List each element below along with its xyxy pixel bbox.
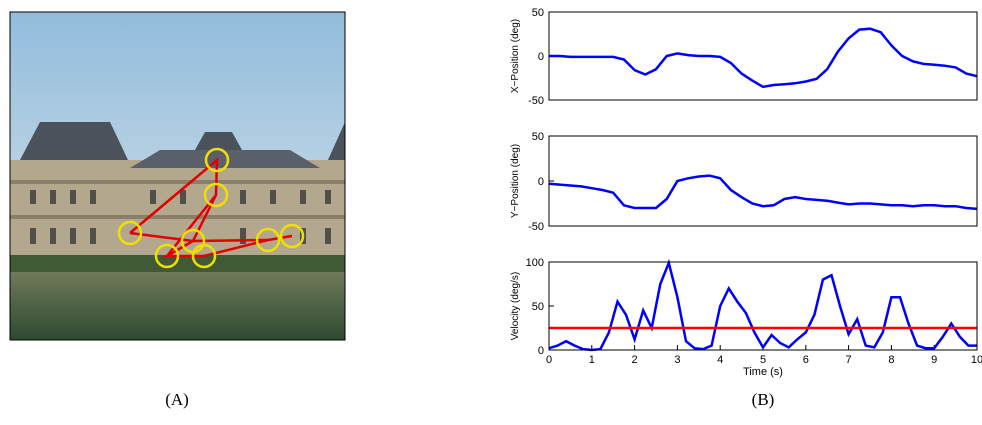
photo <box>10 12 345 340</box>
panel-label: (B) <box>752 390 775 409</box>
y-tick-label: 0 <box>538 176 544 188</box>
x-tick-label: 3 <box>674 354 680 366</box>
y-tick-label: 50 <box>532 131 544 143</box>
line <box>549 263 977 350</box>
figure: (A) (B) -50050X−Position (deg)-50050Y−Po… <box>0 0 982 420</box>
x-tick-label: 10 <box>971 354 982 366</box>
line <box>549 176 977 209</box>
x-tick-label: 0 <box>546 354 552 366</box>
x-tick-label: 9 <box>931 354 937 366</box>
x-tick-label: 7 <box>846 354 852 366</box>
x-tick-label: 4 <box>717 354 723 366</box>
y-axis-label: X−Position (deg) <box>510 19 521 93</box>
y-tick-label: 0 <box>538 51 544 63</box>
x-tick-label: 2 <box>632 354 638 366</box>
x-tick-label: 1 <box>589 354 595 366</box>
x-tick-label: 5 <box>760 354 766 366</box>
y-axis-label: Y−Position (deg) <box>510 144 521 218</box>
y-axis-label: Velocity (deg/s) <box>510 272 521 340</box>
y-tick-label: 50 <box>532 7 544 19</box>
y-tick-label: 100 <box>526 257 544 269</box>
y-tick-label: 0 <box>538 345 544 357</box>
x-tick-label: 8 <box>888 354 894 366</box>
y-tick-label: -50 <box>528 95 544 107</box>
y-tick-label: 50 <box>532 301 544 313</box>
line <box>549 29 977 87</box>
x-axis-label: Time (s) <box>743 366 783 378</box>
x-tick-label: 6 <box>803 354 809 366</box>
panel-label: (A) <box>165 390 189 409</box>
axes-box <box>549 136 977 226</box>
y-tick-label: -50 <box>528 221 544 233</box>
